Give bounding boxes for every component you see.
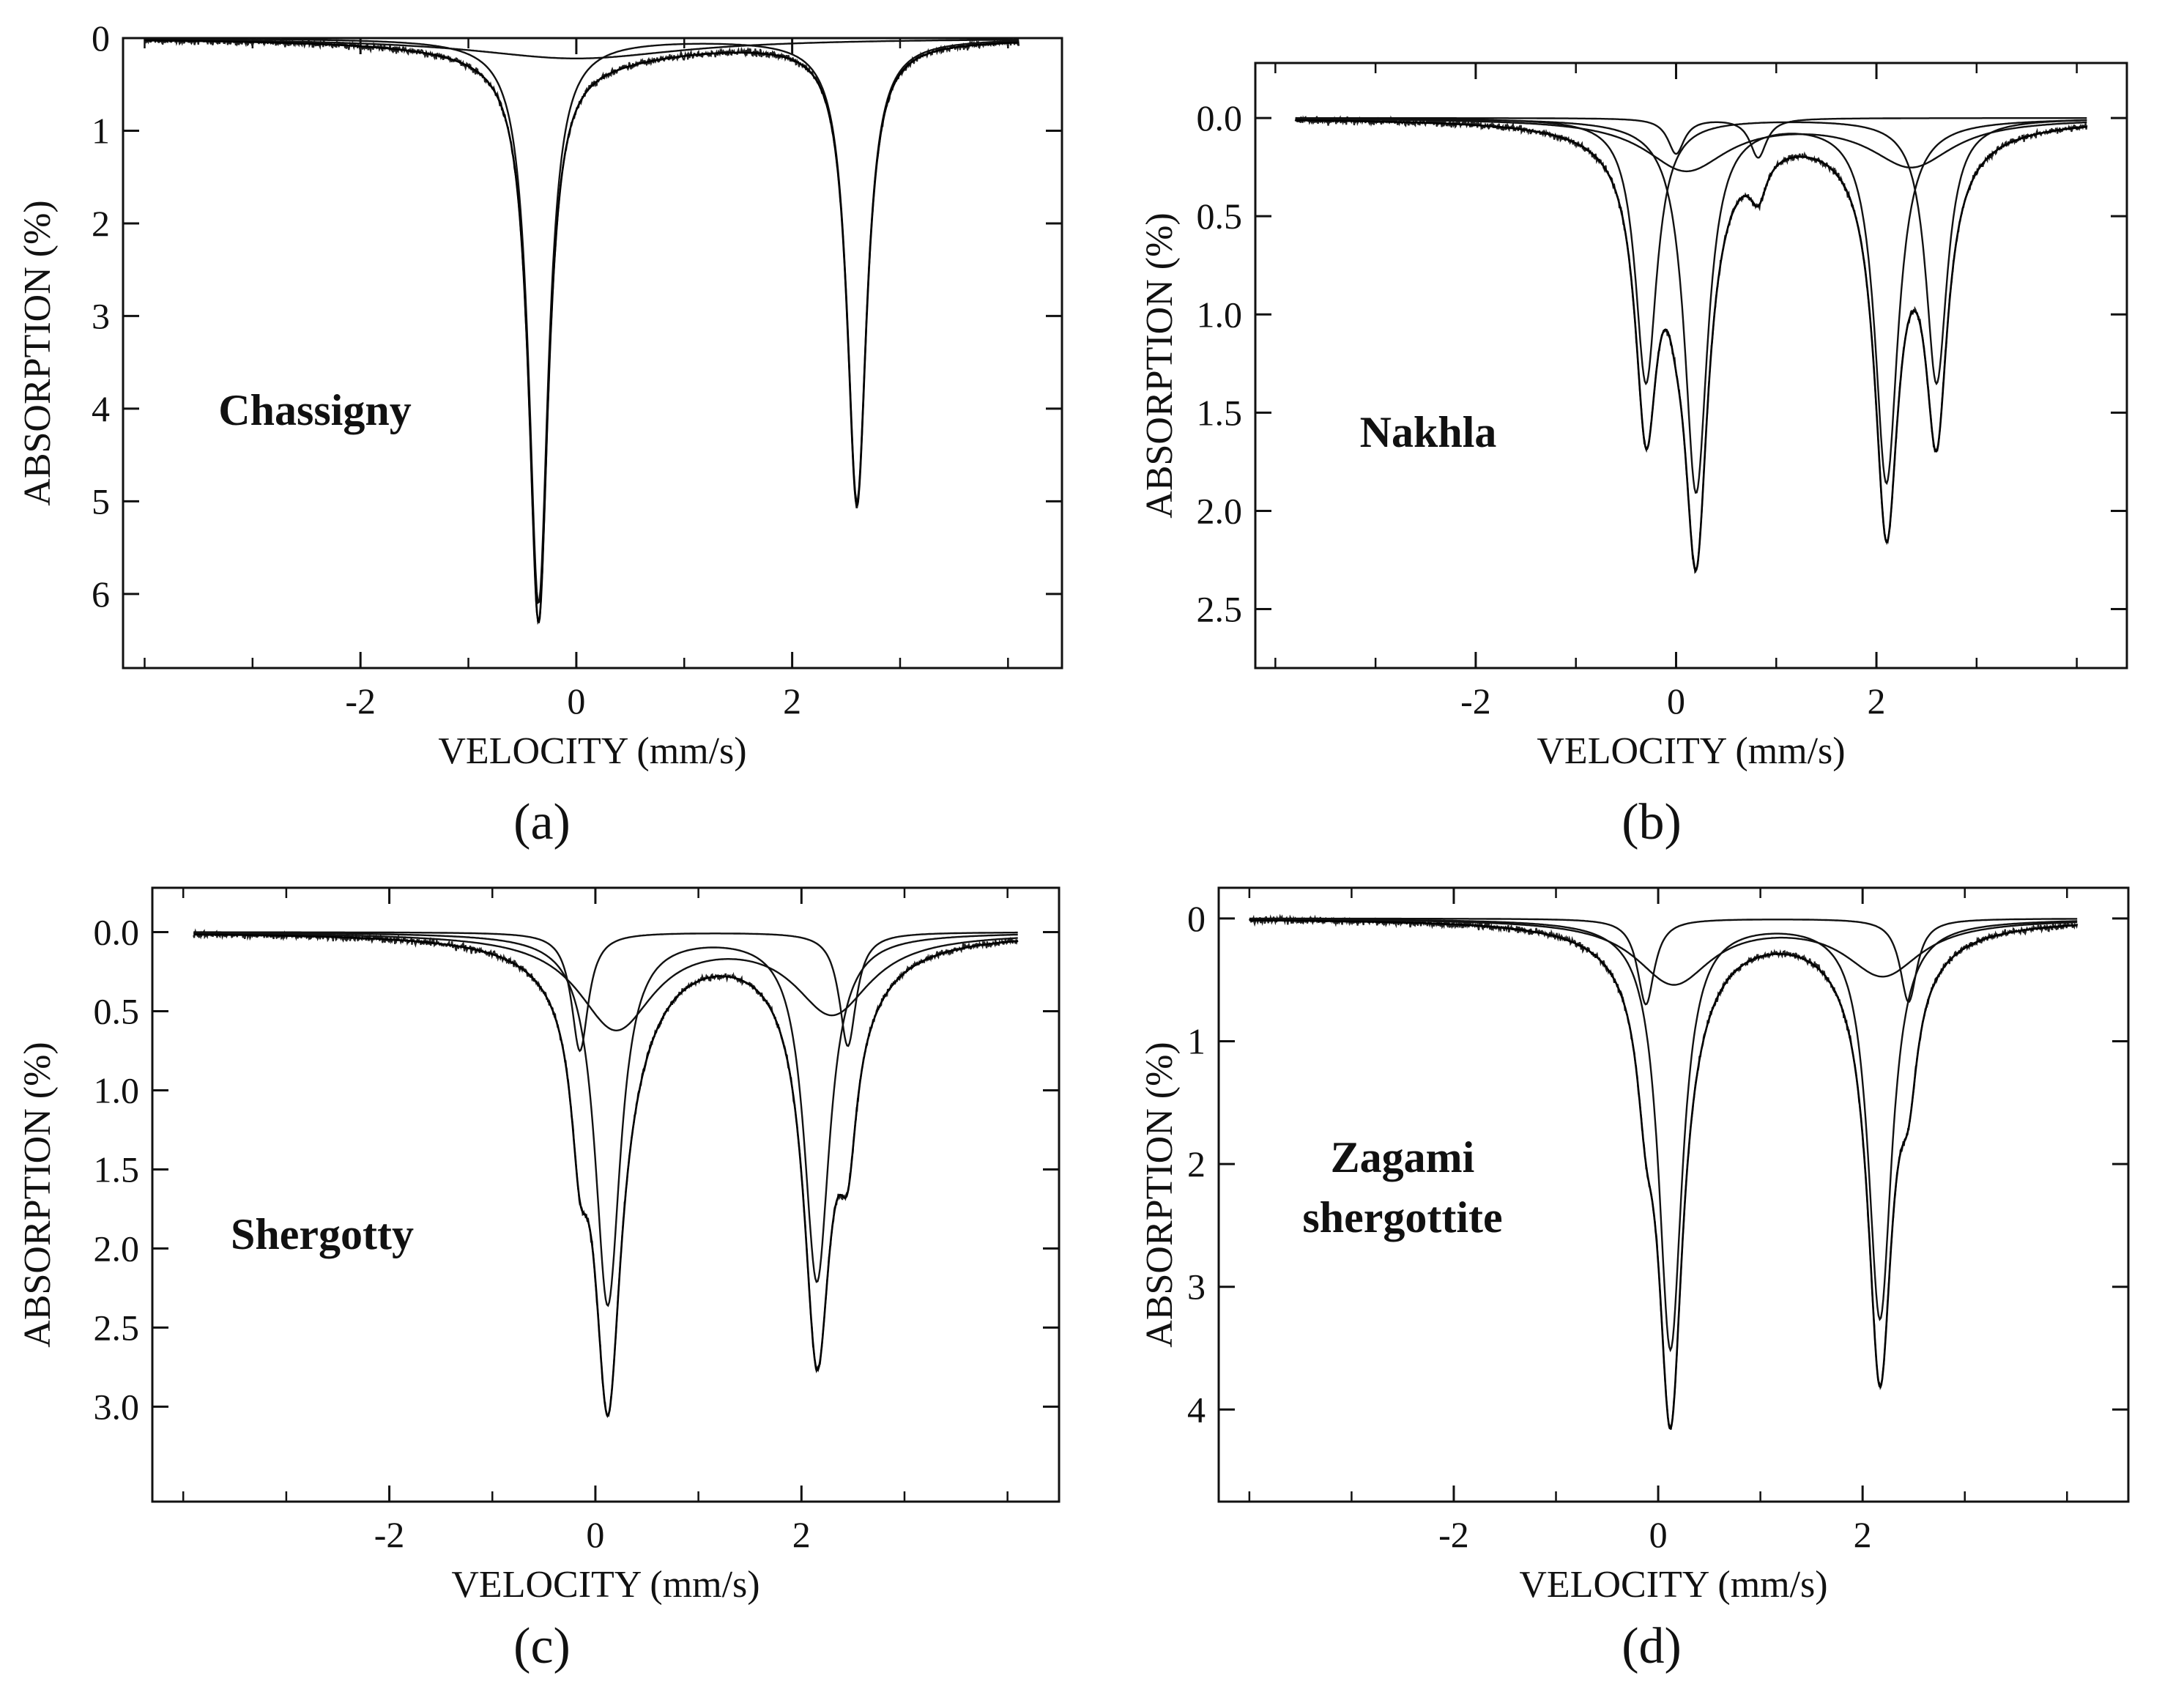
x-tick-label-b-1: 0 bbox=[1667, 680, 1685, 722]
y-tick-label-d-0: 0 bbox=[1187, 898, 1206, 939]
x-axis-label-b: VELOCITY (mm/s) bbox=[1537, 730, 1845, 772]
sample-label-d: shergottite bbox=[1302, 1193, 1502, 1242]
y-tick-label-c-4: 2.0 bbox=[94, 1228, 140, 1269]
total-fit-a bbox=[144, 39, 1019, 624]
x-axis-label-c: VELOCITY (mm/s) bbox=[451, 1564, 759, 1606]
fit-component-c-0 bbox=[193, 932, 1018, 1308]
y-tick-label-c-2: 1.0 bbox=[94, 1069, 140, 1110]
sample-label-a: Chassigny bbox=[218, 386, 411, 434]
y-tick-label-a-5: 5 bbox=[92, 481, 110, 522]
plot-frame-c bbox=[151, 886, 1061, 1503]
x-tick-label-c-0: -2 bbox=[374, 1514, 405, 1555]
fit-component-d-1 bbox=[1249, 917, 2078, 1006]
total-fit-b bbox=[1295, 119, 2087, 573]
y-tick-label-b-3: 1.5 bbox=[1197, 392, 1243, 433]
y-axis-label-c: ABSORPTION (%) bbox=[17, 1042, 59, 1347]
y-tick-label-a-3: 3 bbox=[92, 295, 110, 336]
sample-label-b: Nakhla bbox=[1360, 408, 1497, 456]
sample-label-c: Shergotty bbox=[231, 1210, 414, 1258]
panel-caption-b: (b) bbox=[1622, 794, 1682, 850]
x-tick-label-d-2: 2 bbox=[1854, 1514, 1872, 1555]
plot-frame-d bbox=[1217, 886, 2130, 1503]
y-tick-label-d-3: 3 bbox=[1187, 1266, 1206, 1308]
fit-component-b-1 bbox=[1295, 117, 2087, 494]
fit-component-b-2 bbox=[1295, 116, 2087, 159]
x-tick-label-c-1: 0 bbox=[586, 1514, 604, 1555]
panel-caption-a: (a) bbox=[513, 794, 571, 850]
panel-d: -2 0 2 0 1 2 3 4 VELOCITY (mm/s) ABSORPTION (%) Za… bbox=[1139, 886, 2130, 1674]
y-tick-label-a-2: 2 bbox=[92, 203, 110, 244]
x-tick-label-a-1: 0 bbox=[567, 680, 585, 722]
y-tick-label-c-6: 3.0 bbox=[94, 1386, 140, 1427]
x-tick-label-a-2: 2 bbox=[783, 680, 801, 722]
panel-b: -2 0 2 0.0 0.5 1.0 1.5 2.0 2.5 VELOCITY (mm/s) ABS… bbox=[1139, 62, 2128, 850]
fit-component-c-2 bbox=[193, 932, 1018, 1032]
y-tick-label-c-5: 2.5 bbox=[94, 1307, 140, 1348]
total-fit-c bbox=[193, 933, 1018, 1417]
panel-caption-c: (c) bbox=[513, 1618, 571, 1674]
y-tick-label-b-5: 2.5 bbox=[1197, 589, 1243, 630]
fit-component-c-1 bbox=[193, 931, 1018, 1053]
y-tick-label-a-0: 0 bbox=[92, 18, 110, 59]
y-axis-label-a: ABSORPTION (%) bbox=[17, 200, 59, 505]
plot-frame-a bbox=[122, 37, 1063, 670]
panel-c: -2 0 2 0.0 0.5 1.0 1.5 2.0 2.5 3.0 VELOCITY (mm/s)… bbox=[17, 886, 1061, 1674]
panel-caption-d: (d) bbox=[1622, 1618, 1682, 1674]
fit-component-a-1 bbox=[144, 39, 1019, 59]
y-tick-label-c-1: 0.5 bbox=[94, 990, 140, 1031]
x-axis-label-d: VELOCITY (mm/s) bbox=[1519, 1564, 1827, 1606]
y-tick-label-a-6: 6 bbox=[92, 574, 110, 615]
y-tick-label-b-2: 1.0 bbox=[1197, 294, 1243, 335]
y-tick-label-c-3: 1.5 bbox=[94, 1149, 140, 1190]
x-tick-label-b-2: 2 bbox=[1868, 680, 1886, 722]
y-tick-label-d-2: 2 bbox=[1187, 1143, 1206, 1184]
y-tick-label-b-1: 0.5 bbox=[1197, 196, 1243, 237]
y-tick-label-d-4: 4 bbox=[1187, 1389, 1206, 1430]
x-tick-label-b-0: -2 bbox=[1460, 680, 1491, 722]
x-tick-label-d-0: -2 bbox=[1438, 1514, 1469, 1555]
fit-component-b-3 bbox=[1295, 118, 2087, 173]
panel-a: -2 0 2 0 1 2 3 4 5 6 VELOCITY (mm/s) ABSORPTION (%)… bbox=[17, 18, 1063, 850]
y-tick-label-b-0: 0.0 bbox=[1197, 97, 1243, 138]
x-axis-label-a: VELOCITY (mm/s) bbox=[438, 730, 746, 772]
sample-label-d: Zagami bbox=[1331, 1133, 1475, 1182]
y-axis-label-d: ABSORPTION (%) bbox=[1139, 1042, 1181, 1347]
x-tick-label-c-2: 2 bbox=[792, 1514, 811, 1555]
x-tick-label-d-1: 0 bbox=[1649, 1514, 1668, 1555]
x-tick-label-a-0: -2 bbox=[345, 680, 376, 722]
y-tick-label-b-4: 2.0 bbox=[1197, 490, 1243, 531]
y-tick-label-a-1: 1 bbox=[92, 110, 110, 151]
fit-component-d-2 bbox=[1249, 919, 2078, 986]
y-axis-label-b: ABSORPTION (%) bbox=[1139, 212, 1181, 518]
y-tick-label-d-1: 1 bbox=[1187, 1021, 1206, 1062]
plot-frame-b bbox=[1254, 62, 2128, 670]
y-tick-label-c-0: 0.0 bbox=[94, 911, 140, 952]
total-fit-d bbox=[1249, 919, 2078, 1431]
y-tick-label-a-4: 4 bbox=[92, 388, 110, 429]
